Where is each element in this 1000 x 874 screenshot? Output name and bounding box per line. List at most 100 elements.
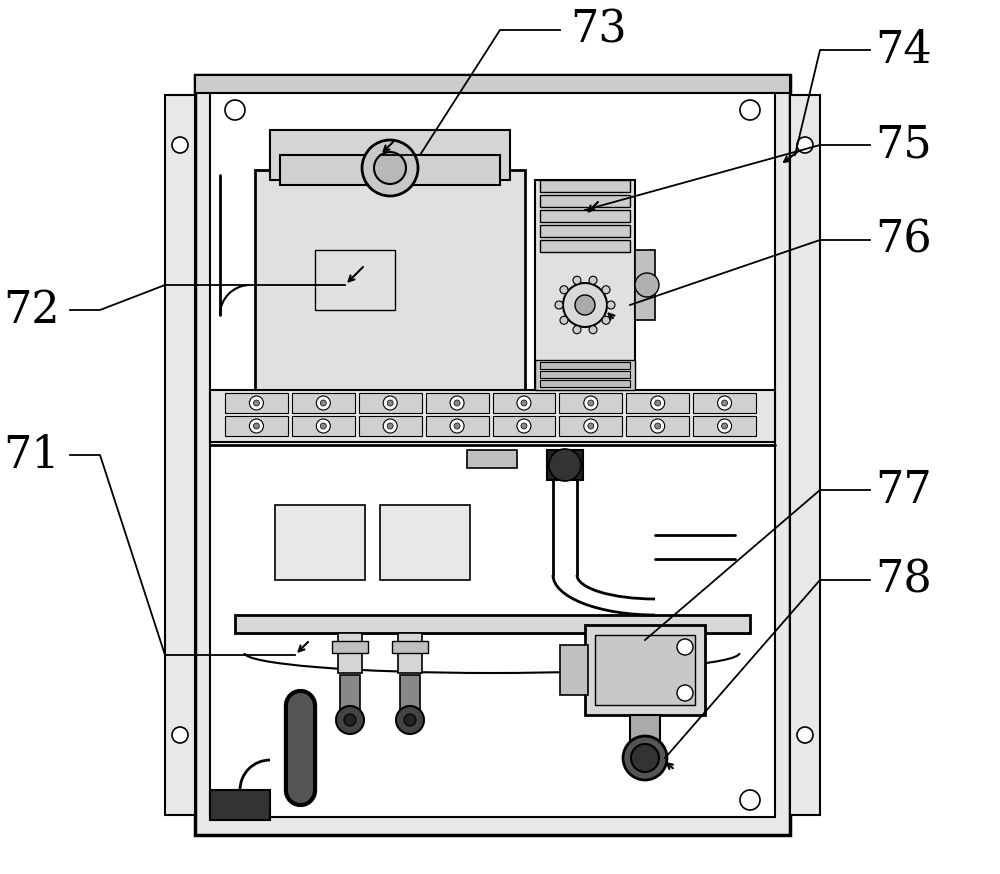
Bar (492, 393, 555, 413)
Circle shape (387, 400, 393, 406)
Bar (292, 393, 355, 413)
Bar (626, 393, 689, 413)
Circle shape (344, 714, 356, 726)
Circle shape (575, 295, 595, 315)
Bar (547, 450, 583, 480)
Bar (359, 416, 422, 436)
Circle shape (225, 790, 245, 810)
Circle shape (740, 100, 760, 120)
Circle shape (588, 423, 594, 429)
Bar (540, 210, 630, 222)
Circle shape (517, 419, 531, 433)
Text: 75: 75 (875, 123, 932, 167)
Circle shape (718, 396, 732, 410)
Circle shape (549, 449, 581, 481)
Circle shape (655, 400, 661, 406)
Circle shape (320, 400, 326, 406)
Circle shape (563, 283, 607, 327)
Circle shape (635, 273, 659, 297)
Circle shape (573, 276, 581, 284)
Bar (398, 633, 422, 673)
Bar (559, 416, 622, 436)
Circle shape (387, 423, 393, 429)
Bar (467, 450, 517, 468)
Circle shape (396, 706, 424, 734)
Text: 74: 74 (875, 29, 932, 72)
Circle shape (655, 423, 661, 429)
Bar (280, 155, 500, 185)
Bar (535, 180, 635, 390)
Circle shape (560, 286, 568, 294)
Bar (332, 641, 368, 653)
Circle shape (797, 137, 813, 153)
Circle shape (454, 400, 460, 406)
Circle shape (560, 316, 568, 324)
Bar (380, 505, 470, 580)
Bar (210, 93, 775, 817)
Bar (195, 75, 790, 835)
Bar (195, 75, 790, 93)
Bar (540, 225, 630, 237)
Bar (165, 95, 195, 815)
Bar (315, 250, 395, 310)
Bar (292, 416, 355, 436)
Bar (426, 416, 488, 436)
Circle shape (588, 400, 594, 406)
Bar (270, 130, 510, 180)
Circle shape (172, 137, 188, 153)
Circle shape (249, 396, 263, 410)
Bar (210, 790, 270, 820)
Circle shape (722, 400, 728, 406)
Circle shape (602, 286, 610, 294)
Text: 71: 71 (3, 434, 60, 476)
Circle shape (607, 301, 615, 309)
Circle shape (336, 706, 364, 734)
Bar (255, 170, 525, 400)
Bar (225, 416, 288, 436)
Circle shape (383, 396, 397, 410)
Circle shape (589, 276, 597, 284)
Circle shape (454, 423, 460, 429)
Circle shape (589, 326, 597, 334)
Bar (225, 393, 288, 413)
Bar (693, 393, 756, 413)
Circle shape (740, 790, 760, 810)
Circle shape (651, 396, 665, 410)
Circle shape (362, 140, 418, 196)
Bar (426, 393, 488, 413)
Bar (210, 445, 775, 817)
Bar (585, 625, 705, 715)
Bar (540, 362, 630, 369)
Bar (540, 180, 630, 192)
Bar (535, 360, 635, 390)
Circle shape (718, 419, 732, 433)
Circle shape (573, 326, 581, 334)
Text: 77: 77 (875, 468, 932, 511)
Bar (595, 635, 695, 705)
Circle shape (320, 423, 326, 429)
Circle shape (677, 685, 693, 701)
Circle shape (517, 396, 531, 410)
Circle shape (450, 396, 464, 410)
Circle shape (555, 301, 563, 309)
Circle shape (602, 316, 610, 324)
Circle shape (253, 423, 259, 429)
Bar (210, 93, 775, 445)
Circle shape (651, 419, 665, 433)
Text: 73: 73 (570, 9, 627, 52)
Circle shape (316, 419, 330, 433)
Bar (400, 675, 420, 710)
Bar (275, 505, 365, 580)
Bar (338, 633, 362, 673)
Bar (693, 416, 756, 436)
Circle shape (249, 419, 263, 433)
Bar (540, 195, 630, 207)
Circle shape (631, 744, 659, 772)
Circle shape (797, 727, 813, 743)
Bar (560, 645, 588, 695)
Circle shape (450, 419, 464, 433)
Circle shape (722, 423, 728, 429)
Circle shape (253, 400, 259, 406)
Bar (626, 416, 689, 436)
Bar (340, 675, 360, 710)
